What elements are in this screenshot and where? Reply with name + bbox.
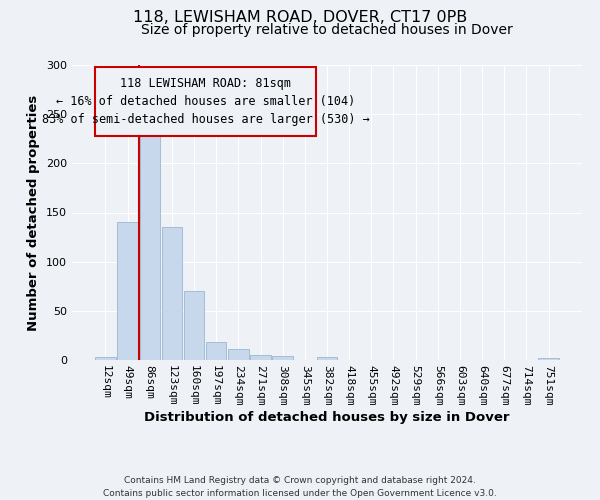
Bar bbox=[228, 349, 248, 360]
Bar bbox=[95, 357, 116, 360]
Y-axis label: Number of detached properties: Number of detached properties bbox=[28, 94, 40, 330]
Bar bbox=[118, 222, 138, 360]
Bar bbox=[272, 356, 293, 360]
Text: 118, LEWISHAM ROAD, DOVER, CT17 0PB: 118, LEWISHAM ROAD, DOVER, CT17 0PB bbox=[133, 10, 467, 25]
Bar bbox=[250, 355, 271, 360]
Bar bbox=[538, 358, 559, 360]
Bar bbox=[184, 291, 204, 360]
X-axis label: Distribution of detached houses by size in Dover: Distribution of detached houses by size … bbox=[144, 411, 510, 424]
Text: 118 LEWISHAM ROAD: 81sqm
← 16% of detached houses are smaller (104)
83% of semi-: 118 LEWISHAM ROAD: 81sqm ← 16% of detach… bbox=[42, 77, 370, 126]
Bar bbox=[317, 357, 337, 360]
Bar bbox=[206, 342, 226, 360]
Text: Contains HM Land Registry data © Crown copyright and database right 2024.
Contai: Contains HM Land Registry data © Crown c… bbox=[103, 476, 497, 498]
Bar bbox=[140, 111, 160, 360]
Bar bbox=[161, 227, 182, 360]
Title: Size of property relative to detached houses in Dover: Size of property relative to detached ho… bbox=[141, 24, 513, 38]
Bar bbox=[95, 67, 316, 136]
